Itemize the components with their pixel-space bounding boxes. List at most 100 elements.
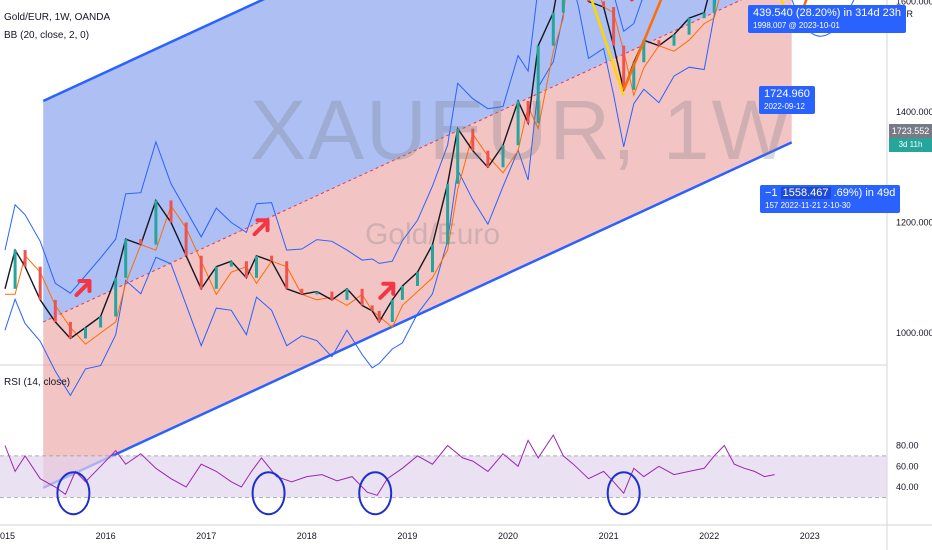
low-line2c: 2-10-30 xyxy=(823,200,851,210)
candle xyxy=(672,34,676,46)
oversold-circle-2 xyxy=(251,471,286,516)
price-tick: 1400.000 xyxy=(896,107,932,117)
price-tick: 1200.000 xyxy=(896,218,932,228)
candle xyxy=(23,250,27,267)
time-tick: 2017 xyxy=(196,531,216,541)
candle xyxy=(390,299,394,322)
target-line1: 439.540 (28.20%) in 314d 23h xyxy=(753,7,902,19)
channel-mid-line xyxy=(43,0,743,323)
candle xyxy=(244,261,248,278)
time-tick: 2019 xyxy=(397,531,417,541)
candle xyxy=(330,291,334,300)
candle xyxy=(270,255,274,262)
rsi-band xyxy=(0,455,887,498)
candle xyxy=(687,18,691,35)
candle xyxy=(370,305,374,311)
candle xyxy=(416,272,419,286)
candle xyxy=(587,0,590,2)
candle xyxy=(622,45,626,90)
rsi-tick: 80.00 xyxy=(896,441,919,451)
price-tick: 1600.000 xyxy=(896,0,932,7)
time-tick: 2021 xyxy=(599,531,619,541)
candle xyxy=(526,101,530,124)
low-line1c: .69%) in 49d xyxy=(833,187,896,199)
candle xyxy=(13,250,17,289)
candle xyxy=(184,222,188,256)
watermark-ticker: XAUEUR, 1W xyxy=(250,83,793,177)
candle xyxy=(68,321,72,339)
low-line2b: 2022-11-21 xyxy=(780,200,821,210)
candle xyxy=(377,310,381,322)
rsi-pane xyxy=(0,434,887,516)
candle xyxy=(214,266,218,289)
time-tick: 2020 xyxy=(498,531,518,541)
candle xyxy=(84,327,87,339)
oversold-circle-4 xyxy=(606,471,641,516)
low-annotation[interactable]: −1 1558.467 .69%) in 49d 157 2022-11-21 … xyxy=(760,185,901,213)
time-tick: 2023 xyxy=(800,531,820,541)
price-candles xyxy=(4,0,716,340)
up-arrow-1 xyxy=(74,279,92,298)
channel-upper-line xyxy=(42,0,266,103)
candle xyxy=(456,128,460,184)
candle xyxy=(300,288,304,295)
candle xyxy=(360,288,364,306)
low-line2a: 157 xyxy=(765,200,779,210)
rsi-tick: 40.00 xyxy=(896,482,919,492)
candle xyxy=(501,145,505,168)
low-line1: −1 1558.467 .69%) in 49d xyxy=(765,187,895,201)
candle xyxy=(561,0,565,13)
candle xyxy=(612,7,616,46)
candle xyxy=(486,150,490,168)
candle xyxy=(169,200,173,223)
candle xyxy=(114,277,118,317)
peak-line1: 1724.960 xyxy=(764,88,810,100)
decline-2020 xyxy=(590,0,625,96)
time-tick: 2018 xyxy=(297,531,317,541)
candle xyxy=(38,266,42,300)
channel-lower-fill xyxy=(43,0,792,488)
candle xyxy=(199,255,203,289)
candle xyxy=(536,45,540,124)
candle xyxy=(471,128,475,151)
oversold-circle-3 xyxy=(358,471,393,516)
low-line1a: −1 xyxy=(765,187,778,199)
target-annotation[interactable]: 439.540 (28.20%) in 314d 23h 1998.007 @ … xyxy=(748,5,907,33)
candle xyxy=(642,40,646,63)
rsi-tick: 60.00 xyxy=(896,461,919,471)
candle xyxy=(400,286,404,300)
rally-2021 xyxy=(622,0,663,91)
candle xyxy=(551,12,555,46)
oversold-circle-1 xyxy=(56,471,91,516)
rsi-line xyxy=(4,434,775,496)
candle xyxy=(702,12,706,19)
candle xyxy=(139,239,143,245)
time-tick: 2016 xyxy=(96,531,116,541)
peak-line2: 2022-09-12 xyxy=(764,101,805,111)
up-arrow-3 xyxy=(378,281,396,300)
rsi-indicator-label[interactable]: RSI (14, close) xyxy=(4,377,71,388)
bar-countdown: 3d 11h xyxy=(889,138,932,152)
time-tick: 2022 xyxy=(699,531,719,541)
target-line2: 1998.007 @ 2023-10-01 xyxy=(753,20,840,30)
watermark-name: Gold/Euro xyxy=(365,218,501,251)
symbol-title[interactable]: Gold/EUR, 1W, OANDA xyxy=(4,12,111,23)
candle xyxy=(602,1,606,7)
bb-upper-band xyxy=(4,0,643,294)
candle xyxy=(712,0,716,13)
last-price: 1723.552 xyxy=(889,124,932,138)
bb-lower-band xyxy=(4,0,717,397)
candle xyxy=(446,183,450,245)
candle xyxy=(124,239,128,278)
candle xyxy=(657,40,661,46)
candle xyxy=(516,101,520,146)
candle xyxy=(255,255,258,278)
time-tick: 2015 xyxy=(0,531,15,541)
low-line1b: 1558.467 xyxy=(780,187,831,199)
peak-annotation[interactable]: 1724.960 2022-09-12 xyxy=(759,86,815,114)
candle xyxy=(53,299,57,322)
bb-indicator-label[interactable]: BB (20, close, 2, 0) xyxy=(4,30,90,41)
